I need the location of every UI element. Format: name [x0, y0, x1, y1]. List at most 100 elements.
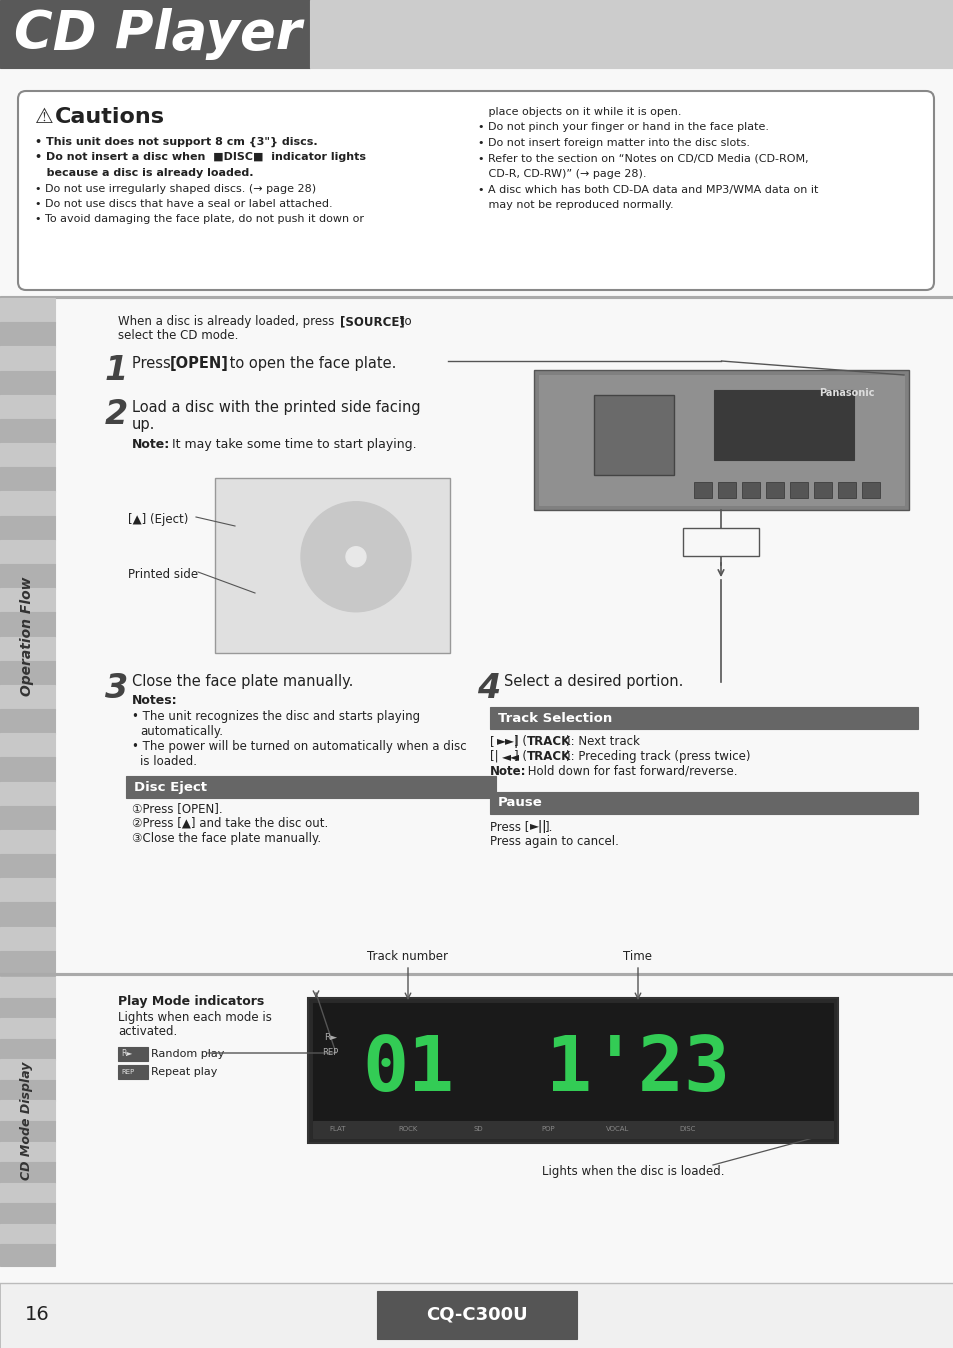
- Bar: [0, 1204, 55, 1224]
- Text: • The unit recognizes the disc and starts playing: • The unit recognizes the disc and start…: [132, 710, 419, 723]
- Bar: [0, 1283, 953, 1348]
- Text: Play Mode indicators: Play Mode indicators: [118, 995, 264, 1008]
- Bar: [376, 1291, 577, 1339]
- Bar: [0, 1122, 55, 1142]
- Text: 2: 2: [105, 398, 128, 431]
- Text: Close the face plate manually.: Close the face plate manually.: [132, 674, 353, 689]
- Bar: [0, 1060, 55, 1080]
- Text: [: [: [490, 735, 494, 748]
- Bar: [0, 636, 55, 661]
- Text: R►: R►: [121, 1050, 132, 1058]
- Text: VOCAL: VOCAL: [606, 1126, 629, 1132]
- Text: SD: SD: [473, 1126, 482, 1132]
- Text: Random play: Random play: [151, 1049, 224, 1060]
- Bar: [0, 685, 55, 709]
- Text: REP: REP: [121, 1069, 134, 1074]
- Text: Notes:: Notes:: [132, 694, 177, 706]
- Text: Lights when each mode is: Lights when each mode is: [118, 1011, 272, 1024]
- Bar: [0, 346, 55, 371]
- Text: [▲] (Eject): [▲] (Eject): [128, 514, 188, 526]
- Bar: [308, 998, 837, 1143]
- Text: Time: Time: [623, 950, 652, 962]
- Bar: [0, 977, 55, 998]
- Text: ROCK: ROCK: [398, 1126, 417, 1132]
- Text: activated.: activated.: [118, 1024, 177, 1038]
- Bar: [0, 0, 310, 67]
- Text: CQ-C300U: CQ-C300U: [426, 1306, 527, 1324]
- Text: to open the face plate.: to open the face plate.: [225, 356, 395, 371]
- Text: TRACK: TRACK: [526, 749, 571, 763]
- Bar: [0, 515, 55, 541]
- Text: ] (: ] (: [514, 749, 526, 763]
- Bar: [0, 298, 55, 322]
- Text: ] (: ] (: [514, 735, 526, 748]
- Text: • Do not use irregularly shaped discs. (→ page 28): • Do not use irregularly shaped discs. (…: [35, 183, 315, 194]
- Text: Track number: Track number: [367, 950, 448, 962]
- FancyBboxPatch shape: [18, 92, 933, 290]
- Bar: [534, 369, 908, 510]
- Bar: [0, 1162, 55, 1184]
- Bar: [0, 1080, 55, 1101]
- Text: ②Press [▲] and take the disc out.: ②Press [▲] and take the disc out.: [132, 817, 328, 830]
- Bar: [214, 479, 450, 652]
- Bar: [490, 793, 917, 814]
- Bar: [718, 483, 735, 497]
- Text: CD Player: CD Player: [14, 8, 301, 61]
- Text: [|: [|: [490, 749, 498, 763]
- Text: DISC: DISC: [679, 1126, 696, 1132]
- Text: ►►|: ►►|: [497, 735, 518, 748]
- Bar: [0, 539, 55, 565]
- Bar: [0, 879, 55, 903]
- Bar: [0, 661, 55, 685]
- Text: • Do not insert foreign matter into the disc slots.: • Do not insert foreign matter into the …: [477, 137, 749, 148]
- Bar: [0, 806, 55, 830]
- Bar: [0, 998, 55, 1019]
- Text: Track Selection: Track Selection: [497, 712, 612, 724]
- Text: Disc Eject: Disc Eject: [133, 780, 207, 794]
- Bar: [490, 706, 917, 729]
- Text: • To avoid damaging the face plate, do not push it down or: • To avoid damaging the face plate, do n…: [35, 214, 364, 225]
- Bar: [0, 1039, 55, 1060]
- Bar: [0, 830, 55, 855]
- Bar: [789, 483, 807, 497]
- Bar: [0, 443, 55, 468]
- Bar: [310, 0, 953, 67]
- Text: automatically.: automatically.: [140, 725, 223, 737]
- Text: Hold down for fast forward/reverse.: Hold down for fast forward/reverse.: [523, 766, 737, 778]
- Bar: [0, 612, 55, 638]
- Text: ): Next track: ): Next track: [565, 735, 639, 748]
- Text: • Do not insert a disc when  ■DISC■  indicator lights: • Do not insert a disc when ■DISC■ indic…: [35, 152, 366, 163]
- Bar: [0, 782, 55, 806]
- Bar: [682, 528, 759, 555]
- Text: select the CD mode.: select the CD mode.: [118, 329, 238, 342]
- Text: is loaded.: is loaded.: [140, 755, 196, 768]
- Text: Printed side: Printed side: [128, 568, 198, 581]
- Bar: [0, 1182, 55, 1204]
- Text: Press: Press: [132, 356, 175, 371]
- Text: R►: R►: [324, 1033, 336, 1042]
- Text: • Refer to the section on “Notes on CD/CD Media (CD-ROM,: • Refer to the section on “Notes on CD/C…: [477, 154, 808, 163]
- Bar: [0, 395, 55, 419]
- Text: ].: ].: [544, 820, 553, 833]
- Bar: [813, 483, 831, 497]
- Text: Select a desired portion.: Select a desired portion.: [503, 674, 682, 689]
- Bar: [0, 902, 55, 927]
- Bar: [0, 1100, 55, 1122]
- Bar: [0, 1142, 55, 1162]
- Bar: [0, 322, 55, 346]
- Bar: [862, 483, 879, 497]
- Text: 01: 01: [361, 1033, 454, 1107]
- Text: Load a disc with the printed side facing: Load a disc with the printed side facing: [132, 400, 420, 415]
- Text: 16: 16: [25, 1305, 50, 1325]
- Bar: [313, 1003, 832, 1138]
- Text: to: to: [395, 315, 411, 328]
- Text: • The power will be turned on automatically when a disc: • The power will be turned on automatica…: [132, 740, 466, 754]
- Bar: [741, 483, 760, 497]
- Bar: [126, 776, 496, 798]
- Text: ③Close the face plate manually.: ③Close the face plate manually.: [132, 832, 321, 845]
- Text: 1: 1: [105, 355, 128, 387]
- Text: because a disc is already loaded.: because a disc is already loaded.: [35, 168, 253, 178]
- Bar: [0, 588, 55, 613]
- Text: ⚠: ⚠: [35, 106, 53, 127]
- Text: TRACK: TRACK: [526, 735, 571, 748]
